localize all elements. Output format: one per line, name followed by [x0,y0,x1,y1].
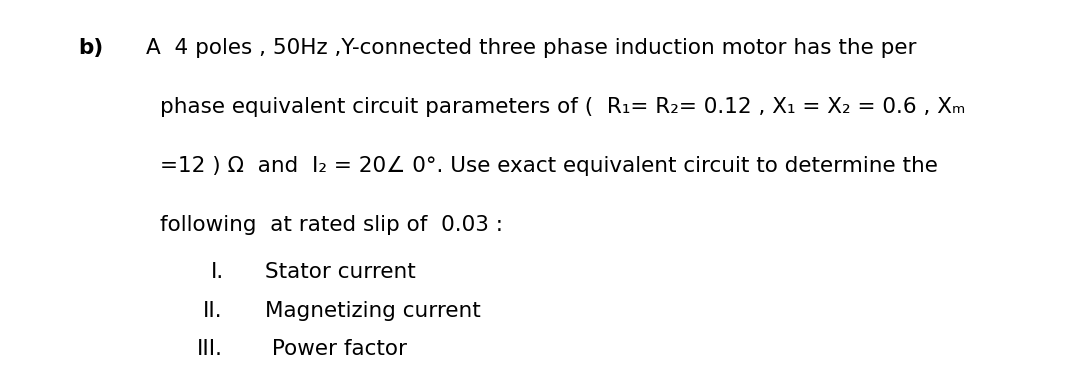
Text: A  4 poles , 50Hz ,Y-connected three phase induction motor has the per: A 4 poles , 50Hz ,Y-connected three phas… [146,38,916,58]
Text: =12 ) Ω  and  I₂ = 20∠ 0°. Use exact equivalent circuit to determine the: =12 ) Ω and I₂ = 20∠ 0°. Use exact equiv… [160,156,937,176]
Text: III.: III. [197,339,222,359]
Text: I.: I. [211,263,224,282]
Text: b): b) [78,38,103,58]
Text: phase equivalent circuit parameters of (  R₁= R₂= 0.12 , X₁ = X₂ = 0.6 , Xₘ: phase equivalent circuit parameters of (… [160,97,966,117]
Text: Power factor: Power factor [265,339,406,359]
Text: following  at rated slip of  0.03 :: following at rated slip of 0.03 : [160,215,503,235]
Text: Stator current: Stator current [265,263,416,282]
Text: II.: II. [203,301,222,320]
Text: Magnetizing current: Magnetizing current [265,301,481,320]
